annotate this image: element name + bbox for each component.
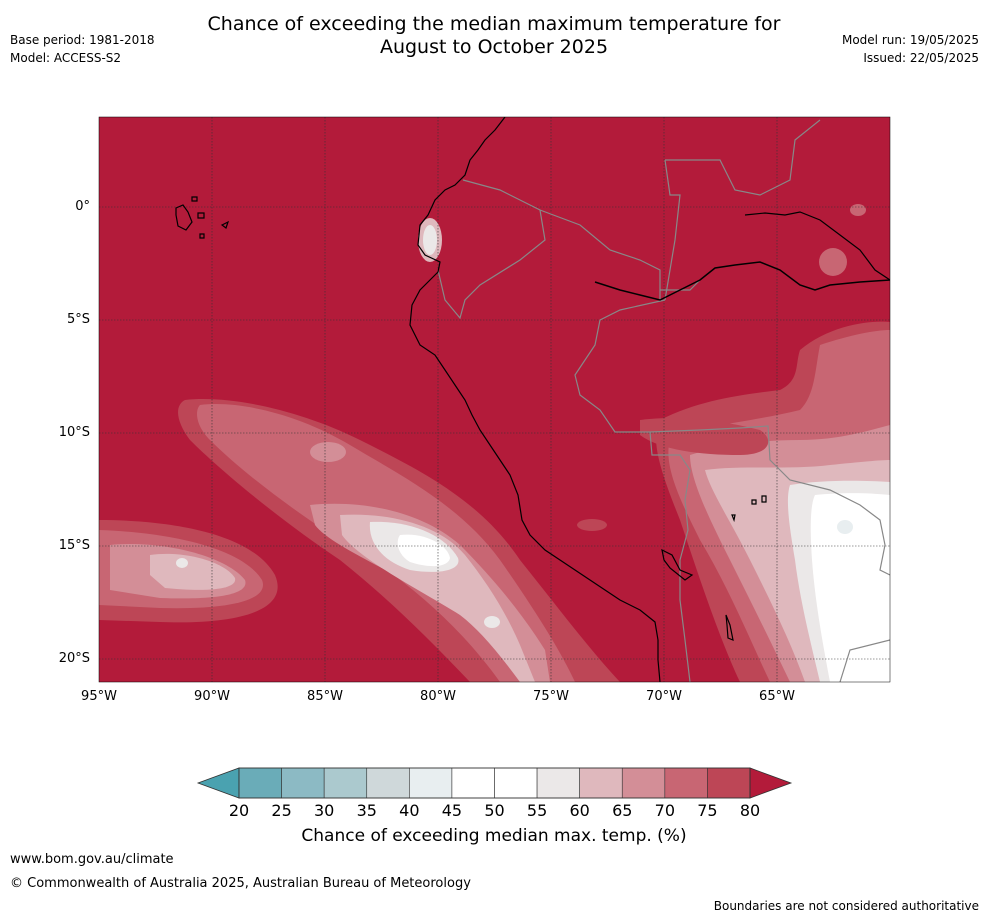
small-lake-1 — [751, 499, 757, 505]
salar-1 — [725, 614, 734, 641]
colorbar-tick-70: 70 — [654, 801, 675, 820]
contour-spot-sw — [310, 442, 346, 462]
issued-date: Issued: 22/05/2025 — [863, 51, 979, 65]
colorbar-tick-50: 50 — [484, 801, 505, 820]
colorbar-tick-30: 30 — [313, 801, 335, 820]
model-name: Model: ACCESS-S2 — [10, 51, 122, 65]
colorbar-box-20 — [238, 767, 282, 799]
colorbar — [196, 767, 793, 799]
footer-url: www.bom.gov.au/climate — [10, 852, 174, 867]
lon-label-65w: 65°W — [759, 689, 795, 704]
small-lake-2 — [761, 495, 767, 503]
footer-copyright: © Commonwealth of Australia 2025, Austra… — [10, 876, 471, 891]
contour-band-50b — [810, 493, 890, 682]
lon-label-90w: 90°W — [194, 689, 230, 704]
model-run: Model run: 19/05/2025 — [841, 33, 979, 47]
lon-label-85w: 85°W — [307, 689, 343, 704]
galapagos-2 — [197, 212, 205, 219]
country-borders — [437, 119, 890, 682]
title-line-2: August to October 2025 — [379, 36, 609, 58]
colorbar-box-40 — [409, 767, 453, 799]
contour-spot-60d — [484, 616, 500, 628]
contour-band-50 — [397, 534, 450, 567]
galapagos-3 — [220, 220, 230, 229]
colorbar-box-50 — [494, 767, 538, 799]
lon-label-80w: 80°W — [420, 689, 456, 704]
lake-titicaca — [661, 548, 694, 581]
graticule — [99, 117, 890, 682]
colorbar-box-25 — [281, 767, 325, 799]
lat-label-5s: 5°S — [66, 312, 90, 327]
colorbar-tick-65: 65 — [612, 801, 633, 820]
colorbar-tick-55: 55 — [526, 801, 548, 820]
title-line-1: Chance of exceeding the median maximum t… — [207, 13, 781, 35]
colorbar-box-65 — [621, 767, 666, 799]
contour-spot-amazon — [819, 248, 847, 276]
base-period: Base period: 1981-2018 — [10, 33, 155, 47]
colorbar-box-55 — [536, 767, 580, 799]
galapagos-5 — [199, 233, 205, 239]
colorbar-tick-35: 35 — [356, 801, 377, 820]
galapagos-1 — [175, 204, 193, 231]
colorbar-boxes — [238, 767, 751, 799]
lon-label-95w: 95°W — [81, 689, 117, 704]
colorbar-box-45 — [451, 767, 495, 799]
contour-spot-55 — [176, 558, 188, 568]
colorbar-tick-20: 20 — [228, 801, 250, 820]
contour-spot-puno — [577, 519, 607, 531]
colorbar-box-60 — [579, 767, 623, 799]
colorbar-box-35 — [366, 767, 410, 799]
colorbar-box-75 — [707, 767, 751, 799]
meta-right: Model run: 19/05/2025 Issued: 22/05/2025 — [842, 31, 979, 67]
lat-label-20s: 20°S — [58, 651, 90, 666]
small-lake-3 — [731, 514, 736, 523]
colorbar-box-30 — [323, 767, 368, 799]
contour-spot-amazon2 — [850, 204, 866, 216]
map-title: Chance of exceeding the median maximum t… — [0, 13, 988, 59]
map-area — [99, 117, 890, 682]
colorbar-under-triangle — [196, 767, 240, 799]
contour-spot-45 — [837, 520, 853, 534]
lon-label-75w: 75°W — [533, 689, 569, 704]
coastlines — [175, 117, 890, 682]
colorbar-tick-40: 40 — [399, 801, 420, 820]
contour-band-60 — [150, 553, 236, 590]
colorbar-outline — [238, 767, 751, 799]
lat-label-0: 0° — [75, 199, 90, 214]
colorbar-tick-45: 45 — [441, 801, 463, 820]
lon-label-70w: 70°W — [646, 689, 682, 704]
northeast-coast — [744, 211, 890, 281]
colorbar-tick-25: 25 — [271, 801, 292, 820]
colorbar-tick-80: 80 — [739, 801, 761, 820]
meta-left: Base period: 1981-2018 Model: ACCESS-S2 — [10, 31, 155, 67]
amazon-river — [594, 261, 890, 301]
pacific-coast — [409, 117, 661, 682]
colorbar-box-70 — [664, 767, 708, 799]
galapagos-4 — [191, 196, 198, 202]
contour-band-peru-amazon — [640, 418, 769, 455]
lat-label-15s: 15°S — [58, 538, 90, 553]
colorbar-tick-75: 75 — [697, 801, 718, 820]
colorbar-label: Chance of exceeding median max. temp. (%… — [301, 826, 687, 846]
contour-spot-ecuador-inner — [423, 225, 437, 255]
map-frame — [98, 116, 891, 683]
footer-note: Boundaries are not considered authoritat… — [713, 899, 979, 913]
colorbar-over-triangle — [749, 767, 793, 799]
colorbar-tick-60: 60 — [569, 801, 590, 820]
lat-label-10s: 10°S — [58, 425, 90, 440]
